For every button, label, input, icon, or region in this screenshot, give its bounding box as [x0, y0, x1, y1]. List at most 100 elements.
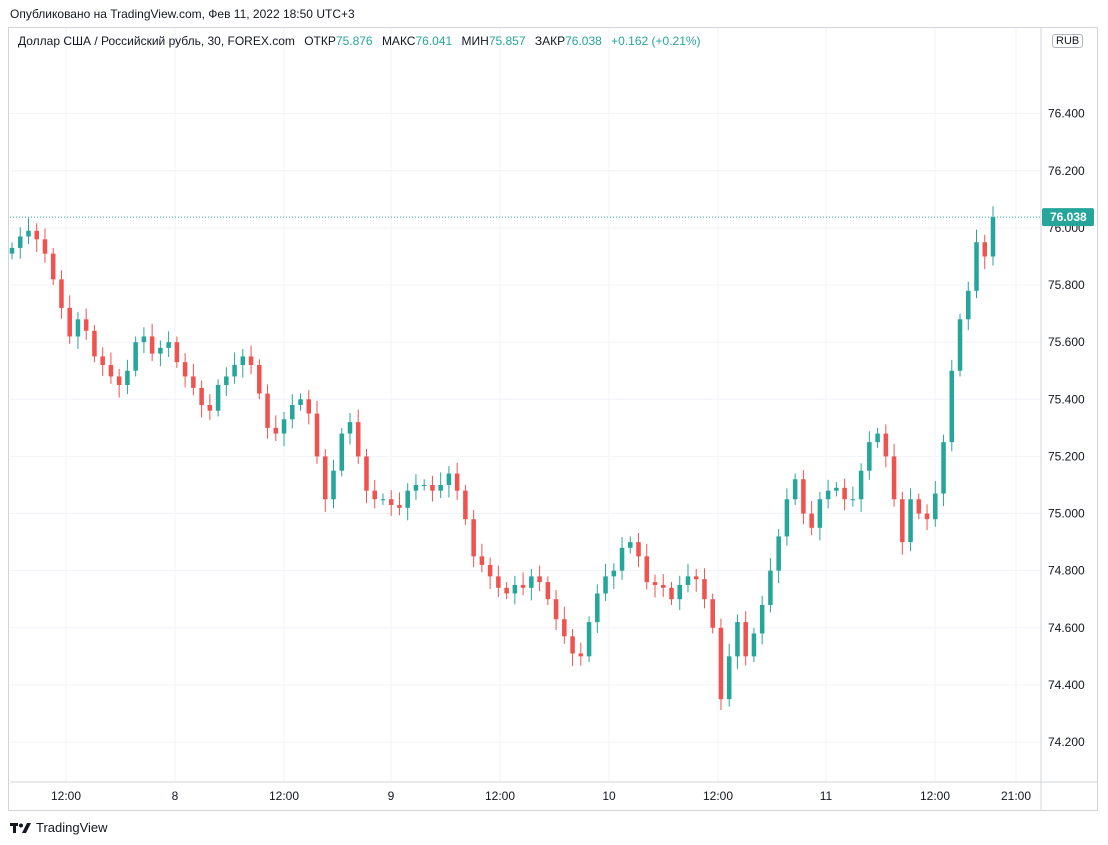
- candle: [850, 486, 856, 507]
- low-label: МИН: [461, 34, 489, 48]
- symbol-title: Доллар США / Российский рубль, 30, FOREX…: [18, 34, 295, 48]
- candle: [916, 493, 922, 520]
- candle: [265, 384, 270, 439]
- candle: [941, 434, 946, 507]
- candles: [9, 206, 996, 711]
- candle: [677, 575, 683, 611]
- candle: [174, 336, 180, 368]
- change-value: +0.162 (+0.21%): [611, 34, 701, 48]
- y-tick-label: 74.600: [1048, 621, 1085, 635]
- candle: [380, 493, 386, 505]
- candle: [504, 582, 509, 600]
- x-tick-label: 10: [602, 789, 616, 803]
- y-tick-label: 76.400: [1048, 107, 1085, 121]
- candle: [322, 448, 328, 512]
- candle: [421, 479, 427, 491]
- candle: [331, 459, 336, 509]
- candle: [512, 575, 518, 605]
- candle: [784, 488, 790, 546]
- candle: [298, 393, 303, 411]
- candle: [9, 242, 15, 260]
- candle: [67, 295, 72, 344]
- candle: [718, 618, 724, 711]
- candle: [669, 582, 674, 605]
- candle: [825, 479, 831, 509]
- candle: [182, 353, 188, 388]
- candle: [710, 593, 715, 634]
- x-tick-label: 21:00: [1001, 789, 1031, 803]
- candle: [611, 563, 617, 589]
- candle: [438, 472, 443, 499]
- y-tick-label: 74.800: [1048, 564, 1085, 578]
- candle: [933, 480, 938, 527]
- candle: [405, 483, 410, 521]
- candle: [578, 642, 584, 666]
- candle: [388, 490, 394, 516]
- tradingview-logo-icon: [10, 822, 32, 834]
- y-tick-label: 75.400: [1048, 392, 1085, 406]
- candle: [545, 576, 551, 605]
- x-tick-label: 8: [172, 789, 179, 803]
- candle: [743, 611, 748, 666]
- candle: [842, 478, 847, 511]
- candle: [446, 466, 452, 498]
- y-tick-label: 75.000: [1048, 507, 1085, 521]
- candle: [529, 568, 534, 601]
- candle: [158, 340, 163, 367]
- candle: [702, 568, 707, 609]
- candle: [26, 218, 31, 244]
- candle: [858, 463, 864, 512]
- y-tick-label: 76.200: [1048, 164, 1085, 178]
- candle: [776, 528, 781, 584]
- candle: [42, 228, 48, 263]
- close-label: ЗАКР: [534, 34, 566, 48]
- x-tick-label: 12:00: [485, 789, 515, 803]
- y-tick-label: 75.800: [1048, 278, 1085, 292]
- candle: [50, 247, 56, 286]
- x-tick-label: 9: [388, 789, 395, 803]
- candle: [248, 345, 254, 375]
- candle: [693, 568, 699, 592]
- candle: [100, 347, 105, 376]
- candle: [628, 536, 633, 554]
- candle: [768, 558, 773, 613]
- candle: [314, 401, 320, 464]
- footer-brand[interactable]: TradingView: [10, 820, 108, 835]
- candle: [339, 427, 345, 477]
- candle: [685, 563, 691, 593]
- candle: [974, 229, 979, 299]
- candle: [108, 352, 114, 384]
- candle: [306, 390, 312, 425]
- candle: [17, 227, 23, 259]
- high-value: 76.041: [415, 34, 453, 48]
- candle: [273, 415, 279, 441]
- candle: [133, 336, 138, 377]
- candle: [982, 234, 988, 270]
- candle: [660, 574, 666, 597]
- candle: [817, 491, 823, 541]
- candle: [59, 270, 64, 319]
- x-tick-label: 12:00: [269, 789, 299, 803]
- candle: [125, 359, 130, 395]
- currency-badge[interactable]: RUB: [1052, 34, 1084, 48]
- candle: [413, 474, 419, 500]
- candle: [966, 281, 971, 331]
- last-price-badge: [1042, 208, 1094, 227]
- candle: [759, 595, 765, 645]
- candle: [908, 488, 913, 552]
- high-label: МАКС: [381, 34, 416, 48]
- y-tick-label: 74.400: [1048, 678, 1085, 692]
- candle: [619, 536, 625, 580]
- last-price-marker: 76.038: [10, 208, 1094, 227]
- candle: [141, 327, 147, 354]
- candle: [487, 557, 493, 589]
- candle: [792, 473, 798, 505]
- candle: [636, 532, 641, 568]
- candle: [891, 443, 897, 507]
- candle: [990, 206, 996, 266]
- candle: [520, 572, 526, 596]
- candle: [149, 323, 155, 362]
- candle: [603, 563, 608, 601]
- candle: [215, 379, 221, 417]
